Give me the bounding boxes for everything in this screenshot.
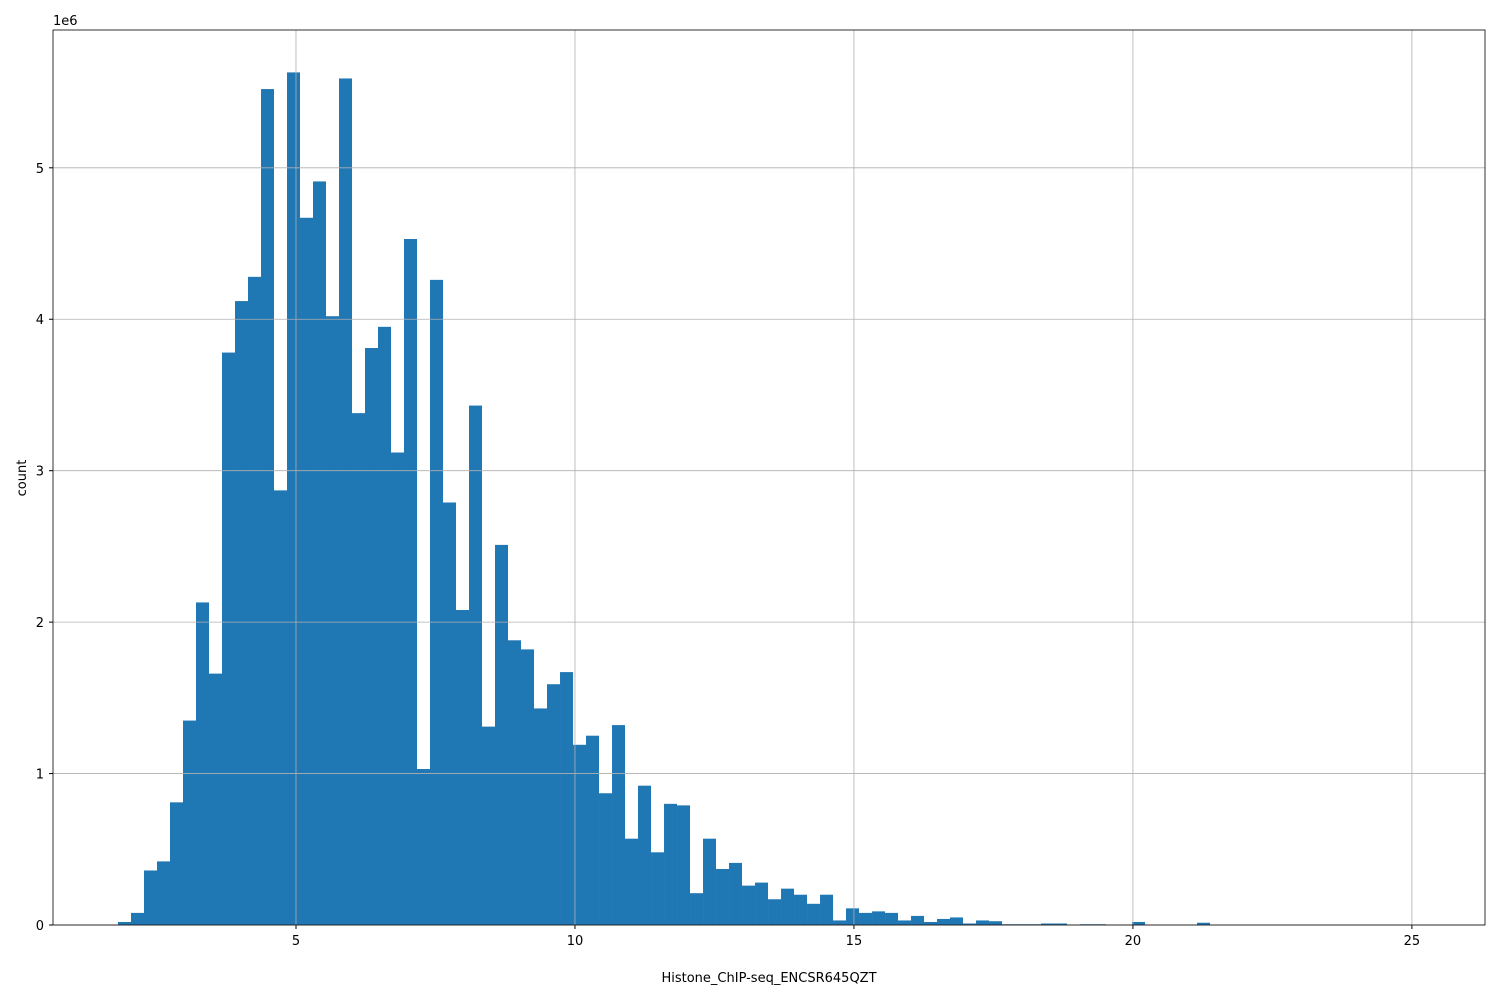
bar	[209, 673, 223, 925]
bar	[937, 918, 951, 925]
bar	[963, 923, 977, 925]
bar	[833, 920, 847, 925]
bar	[1197, 922, 1211, 925]
bar	[898, 920, 912, 925]
y-tick-label: 5	[36, 162, 44, 177]
y-tick-label: 0	[36, 919, 44, 934]
x-tick-label: 25	[1404, 934, 1421, 949]
bar	[560, 672, 574, 925]
bar	[391, 452, 405, 925]
bar	[599, 793, 613, 925]
bar	[911, 915, 925, 925]
bar	[313, 181, 327, 926]
bar	[261, 89, 275, 925]
bar	[300, 217, 314, 925]
bar	[404, 238, 418, 926]
bar	[807, 903, 821, 925]
bar	[131, 912, 145, 925]
bar	[469, 405, 483, 925]
bar	[196, 602, 210, 925]
bar	[690, 893, 704, 925]
bar	[118, 921, 132, 925]
bar	[885, 912, 899, 925]
bar	[534, 708, 548, 925]
x-tick-label: 15	[846, 934, 863, 949]
y-tick-label: 1	[36, 768, 44, 783]
y-axis-label: count	[15, 460, 30, 497]
y-offset-label: 1e6	[53, 14, 78, 29]
x-tick-label: 10	[567, 934, 584, 949]
bar	[443, 502, 457, 925]
bar	[1132, 921, 1146, 925]
bar	[586, 735, 600, 925]
bar	[352, 413, 366, 925]
bar	[612, 725, 626, 925]
bar	[625, 838, 639, 925]
bar	[547, 684, 561, 925]
bar	[859, 912, 873, 925]
bar	[222, 352, 236, 925]
bar	[521, 649, 535, 925]
bar	[482, 726, 496, 925]
y-tick-label: 3	[36, 465, 44, 480]
bar	[664, 803, 678, 925]
bar	[989, 921, 1003, 925]
bar	[768, 899, 782, 925]
bar	[638, 785, 652, 925]
bar	[235, 301, 249, 925]
bar	[456, 610, 470, 925]
x-tick-label: 5	[292, 934, 300, 949]
bar	[677, 805, 691, 925]
bar	[729, 862, 743, 925]
bar	[1041, 923, 1055, 925]
bar	[378, 326, 392, 925]
bar	[976, 920, 990, 925]
bar	[157, 861, 171, 925]
bar	[1054, 923, 1068, 925]
bar	[365, 348, 379, 926]
x-tick-label: 20	[1125, 934, 1142, 949]
bar	[508, 640, 522, 925]
bar	[716, 868, 730, 925]
plot-frame	[52, 29, 1486, 926]
x-axis-label: Histone_ChIP-seq_ENCSR645QZT	[661, 971, 876, 986]
bar	[872, 911, 886, 925]
bar	[183, 720, 197, 925]
bar	[339, 78, 353, 926]
bar	[248, 276, 262, 925]
bar	[495, 544, 509, 925]
bar	[781, 888, 795, 925]
bar	[924, 921, 938, 925]
bar	[417, 769, 431, 925]
bar	[170, 802, 184, 925]
bar	[755, 882, 769, 925]
bar	[651, 852, 665, 925]
bar	[950, 917, 964, 925]
bar	[742, 885, 756, 925]
bar	[846, 908, 860, 925]
bar	[287, 72, 301, 925]
bar	[820, 894, 834, 925]
bar	[703, 838, 717, 925]
y-tick-label: 2	[36, 616, 44, 631]
bar	[794, 894, 808, 925]
bar	[274, 490, 288, 925]
bar	[144, 870, 158, 925]
bar	[430, 279, 444, 925]
bar	[326, 316, 340, 925]
bar	[573, 744, 587, 925]
y-tick-label: 4	[36, 313, 44, 328]
